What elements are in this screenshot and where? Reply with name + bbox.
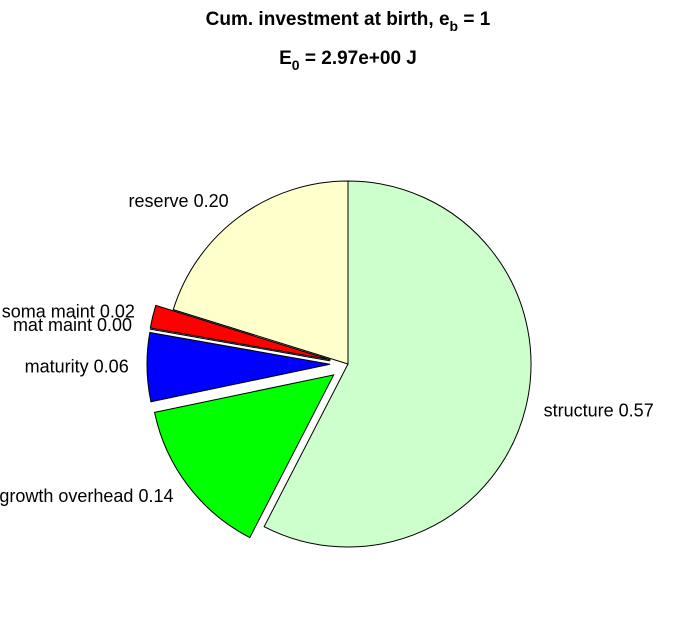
pie-slice (149, 304, 331, 361)
pie-slice (146, 331, 331, 403)
slice-name: reserve (129, 191, 189, 211)
slice-label: maturity 0.06 (25, 356, 129, 376)
chart-subtitle: E0 = 2.97e+00 J (279, 48, 417, 73)
subtitle-sub: 0 (292, 57, 300, 73)
chart-title: Cum. investment at birth, eb = 1 (206, 9, 491, 34)
title-sub: b (450, 18, 459, 34)
pie-slice (263, 180, 532, 548)
slice-value: 0.20 (194, 191, 229, 211)
subtitle-tail: = 2.97e+00 J (300, 48, 417, 69)
slice-value: 0.14 (138, 486, 173, 506)
title-tail: = 1 (458, 9, 491, 30)
slice-value: 0.02 (100, 301, 135, 321)
slice-label: structure 0.57 (544, 400, 654, 420)
pie-slice (149, 328, 331, 362)
slice-name: structure (544, 400, 614, 420)
slice-name: soma maint (2, 301, 95, 321)
slice-value: 0.57 (619, 400, 654, 420)
slice-label: reserve 0.20 (129, 191, 229, 211)
slice-name: mat maint (13, 315, 92, 335)
pie-slice (172, 180, 349, 365)
slice-name: growth overhead (0, 486, 133, 506)
subtitle-text: E (279, 48, 292, 69)
slice-value: 0.00 (97, 315, 132, 335)
slice-label: soma maint 0.02 (2, 301, 135, 321)
slice-label: mat maint 0.00 (13, 315, 132, 335)
pie-slice (153, 374, 335, 539)
slice-label: growth overhead 0.14 (0, 486, 173, 506)
slice-name: maturity (25, 356, 89, 376)
title-text: Cum. investment at birth, e (206, 9, 450, 30)
slice-value: 0.06 (94, 356, 129, 376)
